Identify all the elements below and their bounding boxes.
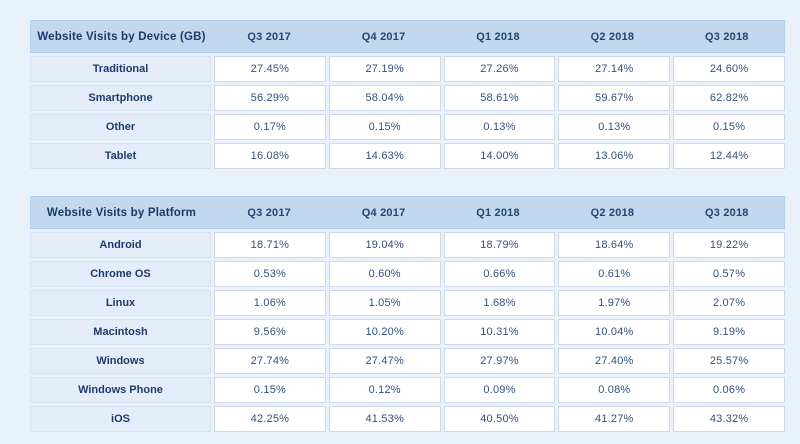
row-label-tablet: Tablet	[30, 143, 211, 169]
row-label-android: Android	[30, 232, 211, 258]
cell-value: 0.57%	[673, 261, 785, 287]
cell-value: 0.13%	[443, 114, 556, 140]
column-header-q2-2018: Q2 2018	[590, 206, 635, 219]
cell-value: 19.22%	[673, 232, 785, 258]
cell-value: 1.68%	[443, 290, 556, 316]
cell-value: 1.06%	[214, 290, 326, 316]
column-header-q4-2017: Q4 2017	[361, 206, 406, 219]
cell-value: 0.53%	[214, 261, 326, 287]
cell-value: 9.19%	[673, 319, 785, 345]
cell-value: 25.57%	[673, 348, 785, 374]
column-header-q1-2018: Q1 2018	[476, 206, 520, 219]
row-label-chrome-os: Chrome OS	[30, 261, 211, 287]
cell-value: 27.40%	[558, 348, 671, 374]
device-visits-table: Website Visits by Device (GB) Q3 2017 Q4…	[30, 20, 785, 169]
cell-value: 27.26%	[443, 56, 556, 82]
platform-table-body: Android 18.71% 19.04% 18.79% 18.64% 19.2…	[30, 232, 785, 432]
cell-value: 40.50%	[443, 406, 556, 432]
row-label-ios: iOS	[30, 406, 211, 432]
column-header-q3-2017: Q3 2017	[247, 206, 291, 219]
row-label-windows-phone: Windows Phone	[30, 377, 211, 403]
cell-value: 18.79%	[443, 232, 556, 258]
cell-value: 14.00%	[443, 143, 556, 169]
cell-value: 0.15%	[214, 377, 326, 403]
cell-value: 9.56%	[214, 319, 326, 345]
cell-value: 42.25%	[214, 406, 326, 432]
device-table-title: Website Visits by Device (GB)	[37, 30, 206, 43]
page: Website Visits by Device (GB) Q3 2017 Q4…	[30, 20, 785, 432]
column-header-q1-2018: Q1 2018	[476, 30, 520, 43]
cell-value: 0.08%	[558, 377, 671, 403]
cell-value: 10.31%	[443, 319, 556, 345]
column-header-q4-2017: Q4 2017	[361, 30, 406, 43]
cell-value: 27.14%	[558, 56, 671, 82]
device-table-header-row: Website Visits by Device (GB) Q3 2017 Q4…	[30, 20, 785, 53]
cell-value: 1.05%	[328, 290, 441, 316]
cell-value: 0.06%	[673, 377, 785, 403]
cell-value: 41.27%	[558, 406, 671, 432]
cell-value: 18.71%	[214, 232, 326, 258]
cell-value: 10.20%	[328, 319, 441, 345]
column-header-q3-2018: Q3 2018	[704, 30, 749, 43]
cell-value: 58.04%	[328, 85, 441, 111]
cell-value: 2.07%	[673, 290, 785, 316]
cell-value: 0.60%	[328, 261, 441, 287]
cell-value: 43.32%	[673, 406, 785, 432]
cell-value: 24.60%	[673, 56, 785, 82]
cell-value: 16.08%	[214, 143, 326, 169]
row-label-linux: Linux	[30, 290, 211, 316]
device-table-body: Traditional 27.45% 27.19% 27.26% 27.14% …	[30, 56, 785, 169]
cell-value: 0.61%	[558, 261, 671, 287]
cell-value: 27.97%	[443, 348, 556, 374]
row-label-other: Other	[30, 114, 211, 140]
cell-value: 0.66%	[443, 261, 556, 287]
cell-value: 14.63%	[328, 143, 441, 169]
cell-value: 18.64%	[558, 232, 671, 258]
row-label-macintosh: Macintosh	[30, 319, 211, 345]
cell-value: 59.67%	[558, 85, 671, 111]
cell-value: 0.17%	[214, 114, 326, 140]
column-header-q3-2017: Q3 2017	[247, 30, 291, 43]
column-header-q2-2018: Q2 2018	[590, 30, 635, 43]
cell-value: 62.82%	[673, 85, 785, 111]
row-label-traditional: Traditional	[30, 56, 211, 82]
cell-value: 13.06%	[558, 143, 671, 169]
cell-value: 1.97%	[558, 290, 671, 316]
row-label-windows: Windows	[30, 348, 211, 374]
cell-value: 27.74%	[214, 348, 326, 374]
cell-value: 0.15%	[328, 114, 441, 140]
cell-value: 0.13%	[558, 114, 671, 140]
platform-visits-table: Website Visits by Platform Q3 2017 Q4 20…	[30, 196, 785, 432]
cell-value: 12.44%	[673, 143, 785, 169]
row-label-smartphone: Smartphone	[30, 85, 211, 111]
cell-value: 27.47%	[328, 348, 441, 374]
cell-value: 27.45%	[214, 56, 326, 82]
column-header-q3-2018: Q3 2018	[704, 206, 749, 219]
cell-value: 10.04%	[558, 319, 671, 345]
cell-value: 0.15%	[673, 114, 785, 140]
cell-value: 41.53%	[328, 406, 441, 432]
cell-value: 58.61%	[443, 85, 556, 111]
cell-value: 56.29%	[214, 85, 326, 111]
platform-table-title: Website Visits by Platform	[46, 206, 197, 219]
cell-value: 0.09%	[443, 377, 556, 403]
platform-table-header-row: Website Visits by Platform Q3 2017 Q4 20…	[30, 196, 785, 229]
cell-value: 19.04%	[328, 232, 441, 258]
cell-value: 0.12%	[328, 377, 441, 403]
cell-value: 27.19%	[328, 56, 441, 82]
